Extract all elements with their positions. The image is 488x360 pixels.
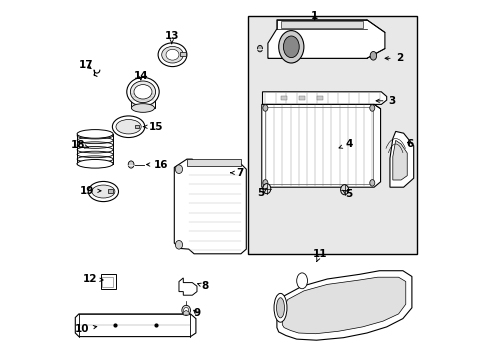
- Ellipse shape: [175, 240, 182, 249]
- Text: 4: 4: [338, 139, 352, 149]
- Ellipse shape: [112, 116, 144, 138]
- Text: 19: 19: [80, 186, 101, 196]
- Ellipse shape: [263, 184, 270, 194]
- Ellipse shape: [92, 185, 115, 198]
- Polygon shape: [267, 20, 384, 58]
- Polygon shape: [134, 125, 139, 128]
- Text: 12: 12: [82, 274, 103, 284]
- Ellipse shape: [162, 46, 183, 63]
- Polygon shape: [180, 52, 186, 56]
- Text: 8: 8: [197, 281, 208, 291]
- Ellipse shape: [77, 159, 113, 168]
- Text: 10: 10: [74, 324, 97, 334]
- Bar: [186, 159, 241, 166]
- Text: 5: 5: [257, 188, 266, 198]
- Bar: [265, 107, 372, 184]
- Ellipse shape: [283, 36, 299, 58]
- Polygon shape: [392, 140, 407, 180]
- Ellipse shape: [166, 49, 179, 60]
- Ellipse shape: [116, 120, 141, 134]
- Bar: [247, 16, 416, 254]
- Polygon shape: [276, 271, 411, 340]
- Text: 5: 5: [342, 189, 352, 199]
- Ellipse shape: [128, 161, 134, 168]
- Ellipse shape: [263, 180, 267, 186]
- Polygon shape: [389, 131, 413, 187]
- Polygon shape: [131, 93, 154, 108]
- Polygon shape: [108, 189, 113, 193]
- Text: 6: 6: [406, 139, 413, 149]
- Ellipse shape: [88, 181, 118, 202]
- Text: 16: 16: [146, 159, 168, 170]
- Ellipse shape: [369, 51, 376, 60]
- Bar: [280, 21, 363, 28]
- Ellipse shape: [175, 165, 182, 174]
- Ellipse shape: [369, 180, 374, 186]
- Ellipse shape: [131, 104, 154, 112]
- Ellipse shape: [158, 43, 186, 67]
- Ellipse shape: [273, 293, 286, 322]
- Ellipse shape: [126, 77, 159, 106]
- Ellipse shape: [77, 130, 113, 138]
- Ellipse shape: [257, 45, 262, 52]
- Text: 18: 18: [71, 140, 88, 150]
- Polygon shape: [282, 277, 405, 334]
- Text: 14: 14: [133, 71, 148, 81]
- Text: 13: 13: [164, 31, 179, 44]
- Ellipse shape: [183, 307, 188, 313]
- Ellipse shape: [340, 185, 348, 195]
- Bar: [102, 277, 113, 287]
- Polygon shape: [261, 104, 380, 187]
- Text: 15: 15: [143, 122, 163, 132]
- Text: 11: 11: [312, 249, 326, 262]
- Ellipse shape: [276, 298, 284, 318]
- Ellipse shape: [130, 81, 155, 103]
- Polygon shape: [174, 159, 246, 254]
- Text: 1: 1: [310, 11, 318, 21]
- Bar: [299, 96, 305, 100]
- Bar: [317, 96, 322, 100]
- Text: 3: 3: [375, 96, 395, 106]
- Polygon shape: [183, 310, 189, 315]
- Polygon shape: [179, 278, 197, 295]
- Ellipse shape: [134, 85, 152, 99]
- Bar: [101, 274, 115, 289]
- Ellipse shape: [296, 273, 307, 289]
- Ellipse shape: [278, 31, 303, 63]
- Ellipse shape: [182, 305, 190, 315]
- Text: 7: 7: [230, 168, 244, 178]
- Polygon shape: [262, 92, 386, 104]
- Text: 9: 9: [193, 308, 200, 318]
- Text: 17: 17: [79, 60, 93, 70]
- Text: 2: 2: [384, 53, 402, 63]
- Polygon shape: [75, 314, 196, 337]
- Bar: [281, 96, 286, 100]
- Ellipse shape: [263, 105, 267, 111]
- Ellipse shape: [369, 105, 374, 111]
